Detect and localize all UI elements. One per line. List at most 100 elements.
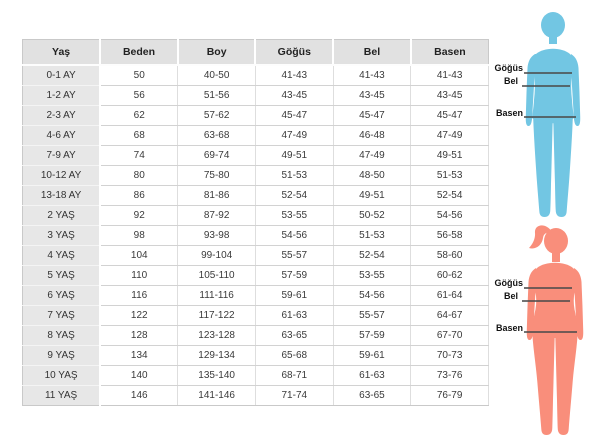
boy-silhouette xyxy=(525,12,581,217)
table-cell: 71-74 xyxy=(255,385,334,406)
table-cell: 61-63 xyxy=(333,365,412,386)
table-cell: 134 xyxy=(100,345,179,366)
table-cell: 56 xyxy=(100,85,179,106)
column-header: Bel xyxy=(333,39,412,66)
boy-hips-label: Basen xyxy=(495,108,523,118)
table-cell: 49-51 xyxy=(410,145,489,166)
table-cell: 81-86 xyxy=(177,185,256,206)
boy-neck xyxy=(549,32,557,44)
column-header: Beden xyxy=(100,39,179,66)
table-row: 13-18 AY 86 81-86 52-54 49-51 52-54 xyxy=(22,185,489,206)
table-cell: 70-73 xyxy=(410,345,489,366)
table-cell: 73-76 xyxy=(410,365,489,386)
table-cell: 52-54 xyxy=(333,245,412,266)
table-row: 6 YAŞ 116 111-116 59-61 54-56 61-64 xyxy=(22,285,489,306)
table-row: 4-6 AY 68 63-68 47-49 46-48 47-49 xyxy=(22,125,489,146)
boy-waist-measure-line xyxy=(522,85,570,87)
boy-hips-measure-line xyxy=(524,116,576,118)
table-cell: 129-134 xyxy=(177,345,256,366)
table-cell: 50 xyxy=(100,65,179,86)
row-header-cell: 1-2 AY xyxy=(22,85,102,106)
table-row: 3 YAŞ 98 93-98 54-56 51-53 56-58 xyxy=(22,225,489,246)
table-cell: 43-45 xyxy=(410,85,489,106)
girl-right-leg xyxy=(555,326,578,435)
table-cell: 43-45 xyxy=(333,85,412,106)
table-cell: 61-63 xyxy=(255,305,334,326)
table-cell: 61-64 xyxy=(410,285,489,306)
table-row: 8 YAŞ 128 123-128 63-65 57-59 67-70 xyxy=(22,325,489,346)
table-row: 5 YAŞ 110 105-110 57-59 53-55 60-62 xyxy=(22,265,489,286)
boy-right-arm xyxy=(570,54,581,126)
table-cell: 87-92 xyxy=(177,205,256,226)
table-cell: 63-65 xyxy=(333,385,412,406)
table-cell: 58-60 xyxy=(410,245,489,266)
table-cell: 57-59 xyxy=(333,325,412,346)
table-cell: 74 xyxy=(100,145,179,166)
table-cell: 59-61 xyxy=(255,285,334,306)
row-header-cell: 10-12 AY xyxy=(22,165,102,186)
table-cell: 41-43 xyxy=(410,65,489,86)
size-table-head: Yaş Beden Boy Göğüs Bel Basen xyxy=(22,39,489,66)
table-cell: 51-53 xyxy=(255,165,334,186)
table-cell: 53-55 xyxy=(255,205,334,226)
table-cell: 92 xyxy=(100,205,179,226)
table-cell: 51-53 xyxy=(333,225,412,246)
table-cell: 68 xyxy=(100,125,179,146)
table-cell: 48-50 xyxy=(333,165,412,186)
table-cell: 93-98 xyxy=(177,225,256,246)
table-cell: 141-146 xyxy=(177,385,256,406)
table-cell: 55-57 xyxy=(255,245,334,266)
girl-chest-measure-line xyxy=(524,287,572,289)
table-cell: 135-140 xyxy=(177,365,256,386)
table-row: 1-2 AY 56 51-56 43-45 43-45 43-45 xyxy=(22,85,489,106)
row-header-cell: 11 YAŞ xyxy=(22,385,102,406)
column-header: Göğüs xyxy=(255,39,335,66)
table-cell: 140 xyxy=(100,365,179,386)
girl-ponytail xyxy=(529,225,552,249)
table-cell: 80 xyxy=(100,165,179,186)
row-header-cell: 5 YAŞ xyxy=(22,265,102,286)
table-cell: 105-110 xyxy=(177,265,256,286)
boy-head xyxy=(541,12,565,38)
column-header: Boy xyxy=(177,39,257,66)
boy-right-leg xyxy=(553,112,573,217)
row-header-cell: 13-18 AY xyxy=(22,185,102,206)
row-header-cell: 0-1 AY xyxy=(22,65,102,86)
table-cell: 75-80 xyxy=(177,165,256,186)
table-cell: 69-74 xyxy=(177,145,256,166)
table-row: 0-1 AY 50 40-50 41-43 41-43 41-43 xyxy=(22,65,489,86)
table-row: 10-12 AY 80 75-80 51-53 48-50 51-53 xyxy=(22,165,489,186)
row-header-cell: 9 YAŞ xyxy=(22,345,102,366)
table-cell: 104 xyxy=(100,245,179,266)
girl-left-leg xyxy=(532,326,555,435)
table-cell: 98 xyxy=(100,225,179,246)
table-cell: 65-68 xyxy=(255,345,334,366)
table-cell: 51-53 xyxy=(410,165,489,186)
table-cell: 116 xyxy=(100,285,179,306)
table-cell: 68-71 xyxy=(255,365,334,386)
girl-head xyxy=(544,228,568,254)
boy-left-leg xyxy=(533,112,553,217)
table-cell: 47-49 xyxy=(410,125,489,146)
table-cell: 117-122 xyxy=(177,305,256,326)
table-cell: 43-45 xyxy=(255,85,334,106)
girl-waist-measure-line xyxy=(522,300,570,302)
table-cell: 86 xyxy=(100,185,179,206)
table-cell: 50-52 xyxy=(333,205,412,226)
table-cell: 54-56 xyxy=(255,225,334,246)
girl-hips-label: Basen xyxy=(495,323,523,333)
table-cell: 99-104 xyxy=(177,245,256,266)
table-row: 2 YAŞ 92 87-92 53-55 50-52 54-56 xyxy=(22,205,489,226)
size-table-body: 0-1 AY 50 40-50 41-43 41-43 41-43 1-2 AY 56 51-5… xyxy=(22,65,489,406)
table-cell: 63-65 xyxy=(255,325,334,346)
girl-waist-label: Bel xyxy=(503,291,518,301)
table-row: 4 YAŞ 104 99-104 55-57 52-54 58-60 xyxy=(22,245,489,266)
table-cell: 49-51 xyxy=(333,185,412,206)
column-header: Basen xyxy=(410,39,489,66)
table-cell: 41-43 xyxy=(255,65,334,86)
table-cell: 41-43 xyxy=(333,65,412,86)
table-cell: 52-54 xyxy=(255,185,334,206)
row-header-cell: 3 YAŞ xyxy=(22,225,102,246)
table-cell: 62 xyxy=(100,105,179,126)
row-header-cell: 10 YAŞ xyxy=(22,365,102,386)
